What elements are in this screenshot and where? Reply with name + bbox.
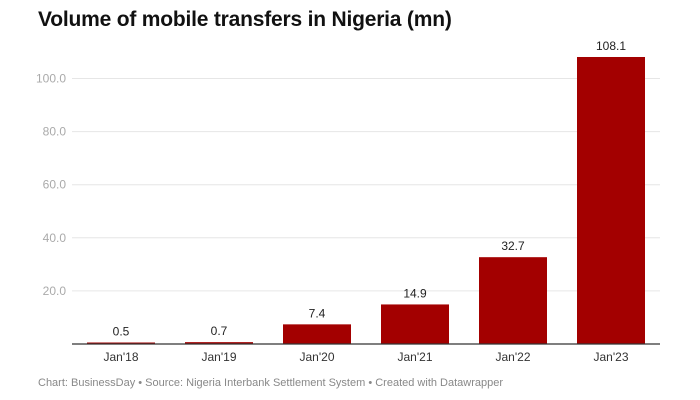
x-tick-label: Jan'19 [202, 350, 237, 364]
chart-footer: Chart: BusinessDay • Source: Nigeria Int… [38, 377, 504, 389]
y-tick-label: 40.0 [43, 231, 67, 245]
y-tick-label: 20.0 [43, 284, 67, 298]
bar [87, 342, 155, 344]
x-tick-label: Jan'18 [104, 350, 139, 364]
data-label: 108.1 [596, 39, 626, 53]
data-label: 14.9 [403, 286, 427, 300]
bar [185, 342, 253, 344]
y-tick-label: 60.0 [43, 178, 67, 192]
x-tick-label: Jan'22 [496, 350, 531, 364]
x-tick-label: Jan'20 [300, 350, 335, 364]
data-label: 0.7 [211, 324, 228, 338]
x-tick-label: Jan'23 [594, 350, 629, 364]
x-tick-label: Jan'21 [398, 350, 433, 364]
bar [577, 56, 645, 344]
data-label: 32.7 [501, 239, 525, 253]
chart-title: Volume of mobile transfers in Nigeria (m… [38, 8, 452, 31]
y-tick-label: 100.0 [36, 72, 66, 86]
data-label: 0.5 [113, 325, 130, 339]
bar [283, 324, 351, 344]
data-label: 7.4 [309, 306, 326, 320]
bar [381, 304, 449, 344]
bar [479, 257, 547, 344]
y-tick-label: 80.0 [43, 125, 67, 139]
